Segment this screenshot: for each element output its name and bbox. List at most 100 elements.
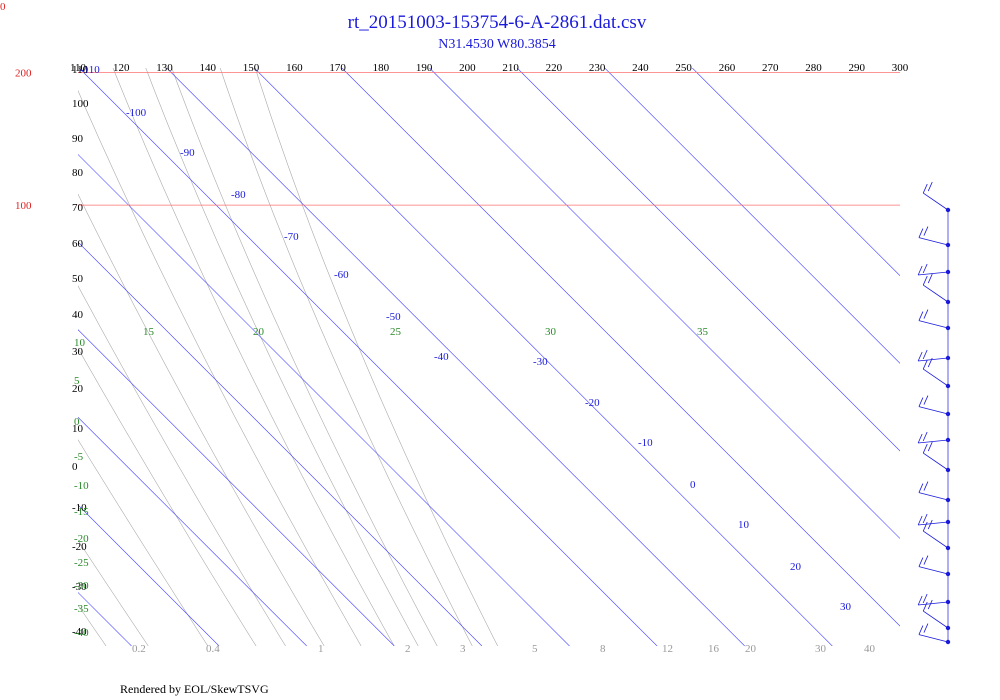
wind-barb-shaft [918,521,949,526]
mixing-ratio-label: 1 [318,643,324,655]
isotherm-label: -10 [638,437,653,449]
theta-top-tick-label: 120 [113,62,130,74]
wind-barb-flag [923,226,929,236]
pressure-tick-label: 300 [15,0,32,2]
mixing-ratio-label: 2 [405,643,411,655]
isotherm-label: -60 [334,269,349,281]
mixing-ratio-line [219,68,473,646]
isotherm-line [78,68,658,646]
left-edge-label: 40 [72,309,84,321]
chart-title: rt_20151003-153754-6-A-2861.dat.csv [348,12,647,33]
theta-top-tick-label: 230 [589,62,606,74]
isotherm-label: -50 [386,311,401,323]
mixing-ratio-label: 16 [708,643,720,655]
wind-barb-shaft [923,284,949,303]
mixing-ratio-label: 0.4 [206,643,220,655]
wind-barb-shaft [923,452,949,471]
wind-barb-shaft [923,530,949,549]
left-edge-green-label: 5 [74,375,80,387]
credit-text: Rendered by EOL/SkewTSVG [120,682,269,696]
theta-top-tick-label: 210 [502,62,519,74]
isotherm-line [78,329,395,646]
isotherm-line [78,241,483,646]
wind-barb-shaft [918,601,949,606]
theta-top-tick-label: 240 [632,62,649,74]
left-edge-label: 50 [72,273,84,285]
wind-barb-flag [917,351,923,362]
theta-top-tick-label: 190 [416,62,433,74]
wind-barb-flag [922,183,928,194]
left-edge-green-label: -25 [74,557,89,569]
wind-barb-flag [922,359,928,370]
moist-adiabat-label: 35 [697,326,709,338]
mixing-ratio-label: 5 [532,643,538,655]
left-edge-label: 90 [72,133,84,145]
mixing-ratio-label: 0.2 [132,643,146,655]
theta-top-tick-label: 130 [156,62,173,74]
left-edge-label: 80 [72,167,84,179]
isotherm-line [166,68,745,646]
isotherms [78,68,900,646]
left-edge-label: 100 [72,98,89,110]
wind-barbs [917,181,951,645]
wind-barb-flag [922,431,928,442]
left-edge-green-label: -35 [74,603,89,615]
left-edge-label: 20 [72,383,84,395]
mixing-ratio-label: 40 [864,643,876,655]
theta-top-tick-label: 180 [373,62,390,74]
wind-barb-flag [923,395,929,405]
wind-barb-shaft [918,320,949,329]
wind-barb-shaft [918,271,949,276]
isotherm-line [516,68,900,452]
wind-barb-shaft [918,566,949,575]
left-edge-label: -40 [72,626,87,638]
wind-barb-flag [917,433,923,444]
left-edge-label: 30 [72,346,84,358]
left-edge-green-label: 0 [74,416,80,428]
wind-barb-flag [927,519,933,530]
theta-top-tick-label: 150 [243,62,260,74]
left-edge-green-label: -10 [74,480,89,492]
isotherm-label: -40 [434,351,449,363]
isotherm-label: 20 [790,561,802,573]
left-edge-green-label: -30 [74,580,89,592]
wind-barb-flag [923,481,929,491]
wind-barb-flag [927,181,933,192]
theta-top-tick-label: 250 [675,62,692,74]
moist-adiabat-label: 25 [390,326,402,338]
theta-top-tick-label: 290 [848,62,865,74]
isotherm-label: -80 [231,189,246,201]
wind-barb-flag [918,483,924,493]
chart-subtitle: N31.4530 W80.3854 [438,37,556,52]
wind-barb-flag [918,625,924,635]
wind-barb-flag [917,515,923,526]
isotherm-label: 0 [690,479,696,491]
theta-top-tick-label: 170 [329,62,346,74]
mixing-ratio-label: 20 [745,643,757,655]
left-edge-label: 0 [72,461,78,473]
theta-top-tick-label: 260 [719,62,736,74]
isotherm-label: 10 [738,519,750,531]
isotherm-label: -20 [585,397,600,409]
left-edge-label: 10 [72,423,84,435]
mixing-ratio-line [254,68,498,646]
wind-barb-shaft [923,192,949,211]
isotherm-label: -100 [126,107,147,119]
wind-barb-shaft [918,357,949,362]
mixing-ratio-line [112,68,395,646]
wind-barb-flag [927,357,933,368]
moist-adiabat-label: 15 [143,326,155,338]
theta-top-tick-label: 220 [546,62,563,74]
wind-barb-flag [922,263,928,274]
wind-barb-flag [922,521,928,532]
mixing-ratio-lines [78,68,498,646]
left-edge-green-label: -40 [74,627,89,639]
wind-barb-flag [927,273,933,284]
wind-barb-flag [922,513,928,524]
isotherm-label: 30 [840,601,852,613]
mixing-ratio-line [78,439,209,646]
wind-barb-flag [923,555,929,565]
theta-top-tick-label: 160 [286,62,303,74]
isotherm-line [341,68,900,627]
mixing-ratio-line [78,90,362,646]
